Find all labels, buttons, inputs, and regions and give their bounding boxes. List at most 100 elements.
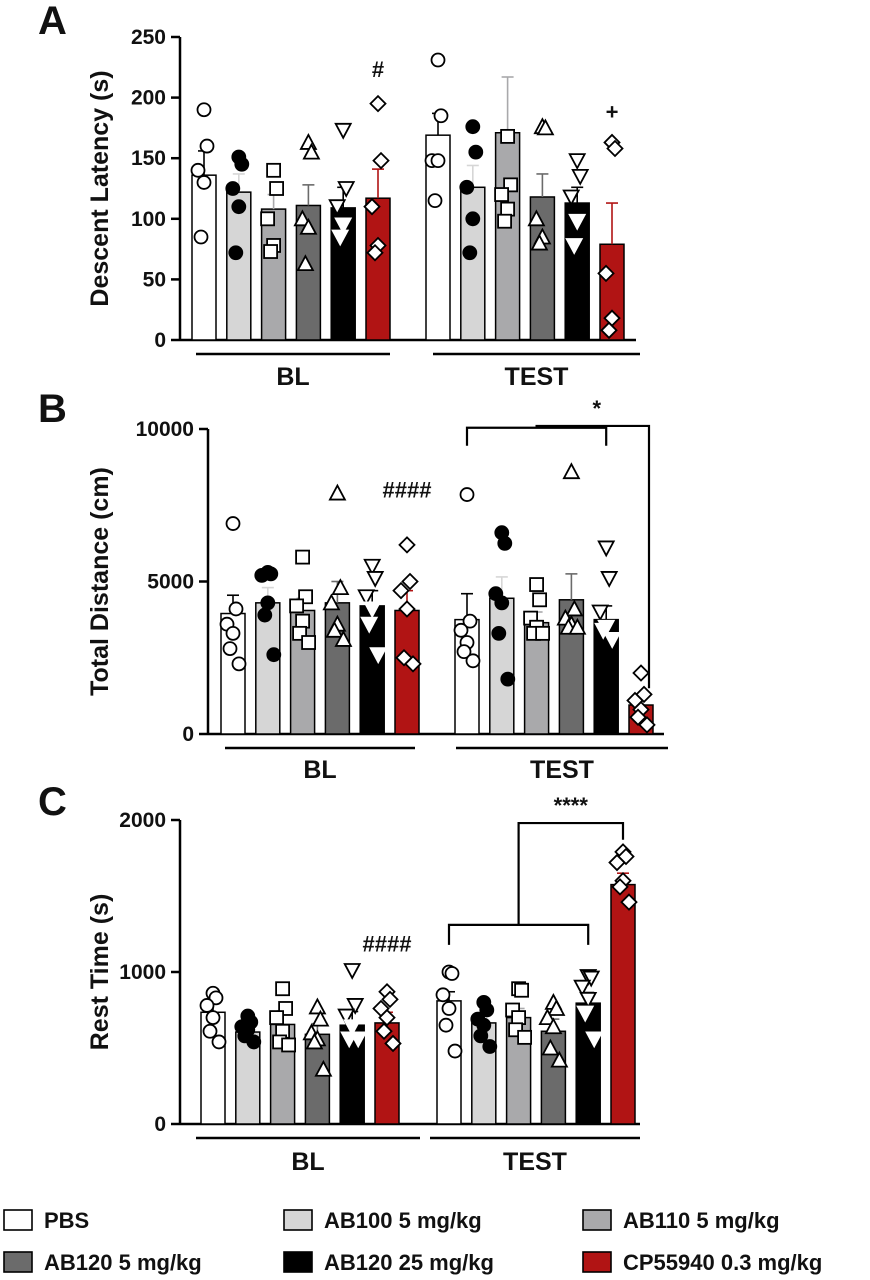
- data-point: [494, 187, 510, 202]
- significance-mark: ####: [383, 478, 432, 503]
- data-point: [369, 94, 387, 113]
- comparison-bracket: [465, 426, 608, 446]
- panel-letter: C: [38, 780, 67, 824]
- group-label: BL: [276, 363, 309, 391]
- bar: [489, 597, 515, 735]
- data-point: [594, 622, 613, 640]
- panel-c: C 0 1000 2000 Rest Time (s) BL TEST #### ****: [38, 780, 640, 1176]
- data-point: [462, 245, 478, 261]
- data-point: [199, 138, 215, 154]
- data-point: [511, 1010, 526, 1025]
- data-point: [325, 620, 344, 638]
- legend-swatch: [582, 1251, 612, 1273]
- data-point: [384, 1034, 402, 1053]
- data-point: [608, 853, 626, 872]
- data-point: [536, 118, 555, 136]
- panel-letter: A: [38, 0, 67, 43]
- data-point: [296, 254, 315, 272]
- data-point: [497, 535, 513, 551]
- data-point: [299, 133, 318, 150]
- data-point: [398, 536, 416, 554]
- data-point: [568, 153, 587, 171]
- data-point: [193, 229, 209, 245]
- data-point: [266, 647, 282, 663]
- data-point: [638, 716, 656, 734]
- data-point: [568, 617, 587, 635]
- data-point: [308, 997, 327, 1015]
- data-point: [479, 1002, 495, 1018]
- data-point: [211, 1034, 227, 1050]
- data-point: [435, 987, 451, 1003]
- data-point: [302, 142, 321, 160]
- data-point: [202, 1023, 218, 1039]
- bar: [610, 883, 636, 1125]
- data-point: [311, 1009, 330, 1027]
- data-point: [366, 243, 384, 262]
- bar: [226, 191, 252, 341]
- data-point: [441, 1001, 457, 1016]
- y-tick-label: 150: [131, 147, 166, 170]
- bar: [260, 208, 287, 341]
- data-point: [225, 625, 241, 641]
- data-point: [500, 201, 516, 217]
- data-point: [538, 1008, 557, 1025]
- data-point: [532, 592, 547, 608]
- data-point: [579, 991, 598, 1009]
- data-point: [269, 1010, 285, 1025]
- data-point: [459, 487, 475, 502]
- data-point: [360, 616, 379, 634]
- legend-swatch: [3, 1251, 33, 1273]
- data-point: [346, 998, 365, 1015]
- data-point: [328, 199, 347, 217]
- data-point: [606, 139, 624, 158]
- y-tick-label: 2000: [119, 809, 166, 832]
- data-point: [632, 664, 650, 682]
- data-point: [299, 217, 318, 235]
- legend-label: AB100 5 mg/kg: [324, 1208, 482, 1233]
- data-point: [597, 264, 615, 283]
- data-point: [576, 1005, 595, 1023]
- data-point: [260, 211, 276, 227]
- data-point: [349, 1031, 368, 1049]
- data-point: [295, 549, 311, 565]
- data-point: [398, 600, 416, 618]
- legend-label: AB110 5 mg/kg: [623, 1208, 780, 1233]
- data-point: [541, 1038, 560, 1056]
- data-point: [275, 981, 291, 997]
- data-point: [322, 593, 341, 611]
- bar: [575, 1002, 601, 1125]
- data-point: [535, 625, 550, 641]
- data-point: [401, 572, 419, 591]
- legend-swatch: [283, 1251, 313, 1273]
- group-label: TEST: [503, 1148, 567, 1176]
- comparison-bracket: [517, 821, 625, 925]
- data-point: [585, 1031, 604, 1049]
- data-point: [514, 982, 529, 998]
- data-point: [334, 630, 353, 647]
- data-point: [529, 577, 544, 592]
- data-point: [573, 979, 592, 997]
- data-point: [196, 102, 212, 118]
- data-point: [190, 162, 206, 178]
- data-point: [228, 601, 244, 617]
- data-point: [571, 168, 590, 186]
- data-point: [343, 963, 362, 980]
- group-label: BL: [291, 1148, 324, 1176]
- data-point: [257, 607, 273, 623]
- panel-a: A 0 50 100 150 200 250 Descent Latency (s) BL TES…: [38, 0, 640, 391]
- data-point: [430, 52, 446, 68]
- data-point: [603, 632, 622, 649]
- data-point: [565, 599, 584, 617]
- data-point: [199, 998, 215, 1013]
- data-point: [547, 999, 566, 1016]
- data-point: [544, 1017, 563, 1035]
- data-point: [363, 558, 382, 576]
- comparison-bracket: [535, 424, 651, 689]
- data-point: [473, 1028, 489, 1044]
- data-point: [337, 1008, 356, 1026]
- data-point: [266, 162, 282, 178]
- comparison-bracket: [447, 923, 590, 945]
- data-point: [500, 128, 516, 144]
- data-point: [375, 1022, 393, 1041]
